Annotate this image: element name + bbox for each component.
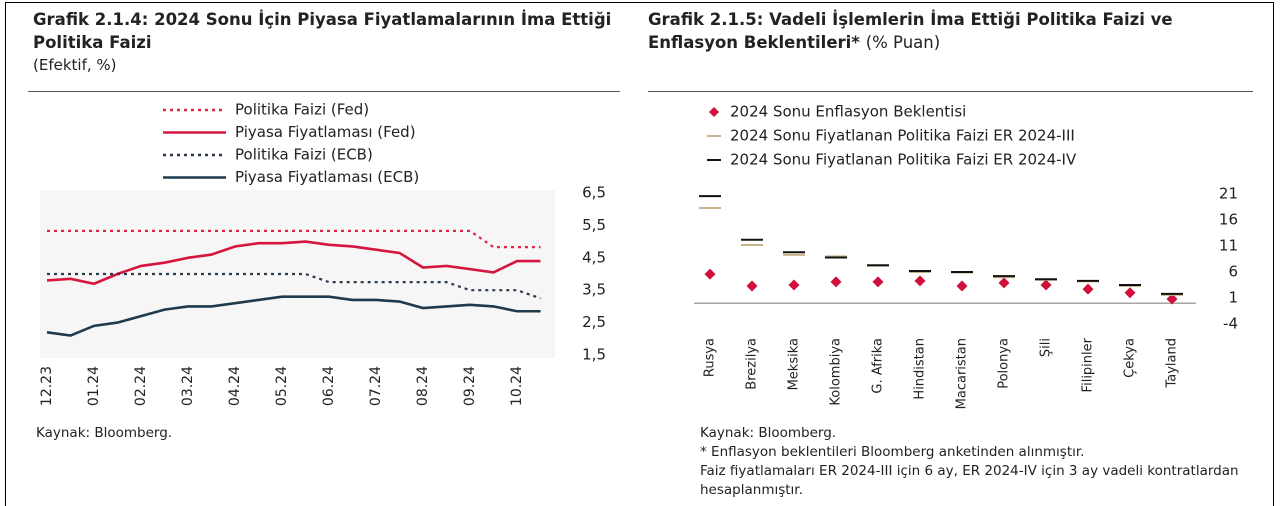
source: Kaynak: Bloomberg. bbox=[700, 425, 837, 441]
data-point bbox=[1082, 283, 1094, 295]
x-tick-label: 07.24 bbox=[368, 366, 384, 406]
x-tick-label: 02.24 bbox=[133, 366, 149, 406]
note: * Enflasyon beklentileri Bloomberg anket… bbox=[700, 444, 1085, 460]
chart-subtitle: (% Puan) bbox=[865, 33, 941, 52]
legend-label: 2024 Sonu Fiyatlanan Politika Faizi ER 2… bbox=[730, 127, 1075, 145]
y-tick-label: 21 bbox=[1219, 185, 1238, 203]
data-point bbox=[830, 276, 842, 288]
legend-label: Politika Faizi (Fed) bbox=[235, 101, 369, 119]
title-text: Grafik 2.1.4: 2024 Sonu İçin Piyasa Fiya… bbox=[33, 10, 612, 52]
series-line bbox=[46, 295, 541, 337]
x-tick-label: 08.24 bbox=[415, 366, 431, 406]
note: Faiz fiyatlamaları ER 2024-III için 6 ay… bbox=[700, 463, 1239, 498]
x-tick-label: Çekya bbox=[1123, 338, 1138, 378]
x-tick-label: Hindistan bbox=[913, 338, 928, 400]
x-tick-label: 03.24 bbox=[180, 366, 196, 406]
x-tick-label: G. Afrika bbox=[871, 338, 886, 394]
chart-title: Grafik 2.1.4: 2024 Sonu İçin Piyasa Fiya… bbox=[33, 8, 613, 54]
data-point bbox=[704, 268, 716, 280]
data-point bbox=[914, 275, 926, 287]
y-tick-label: 2,5 bbox=[582, 313, 606, 331]
data-point bbox=[872, 276, 884, 288]
charts: 6,5 5,5 4,5 3,5 2,5 1,5 12.23 01.24 02.24 03.24 04… bbox=[39, 101, 1238, 410]
title-text: Grafik 2.1.5: Vadeli İşlemlerin İma Etti… bbox=[648, 10, 1173, 52]
legend-label: Piyasa Fiyatlaması (Fed) bbox=[235, 123, 416, 141]
source: Kaynak: Bloomberg. bbox=[36, 425, 173, 441]
x-tick-label: Filipinler bbox=[1081, 337, 1096, 392]
x-tick-label: Polonya bbox=[997, 338, 1012, 389]
y-tick-label: 1,5 bbox=[582, 346, 606, 364]
chart-title: Grafik 2.1.5: Vadeli İşlemlerin İma Etti… bbox=[648, 8, 1228, 54]
data-point bbox=[746, 280, 758, 292]
chart-subtitle: (Efektif, %) bbox=[33, 56, 117, 74]
legend-label: Piyasa Fiyatlaması (ECB) bbox=[235, 168, 419, 186]
x-tick-label: 01.24 bbox=[86, 366, 102, 406]
series-line bbox=[47, 272, 541, 300]
y-tick-label: 4,5 bbox=[582, 248, 606, 266]
y-tick-label: 6,5 bbox=[582, 184, 606, 202]
frame bbox=[5, 2, 1274, 506]
x-tick-label: Şili bbox=[1039, 338, 1054, 357]
x-tick-label: Tayland bbox=[1165, 338, 1180, 389]
y-tick-label: -4 bbox=[1223, 315, 1238, 333]
x-tick-label: 10.24 bbox=[509, 366, 525, 406]
x-tick-label: 06.24 bbox=[321, 366, 337, 406]
x-tick-label: 05.24 bbox=[274, 366, 290, 406]
data-point bbox=[998, 277, 1010, 289]
title-rule bbox=[648, 91, 1253, 92]
y-tick-label: 11 bbox=[1219, 237, 1238, 255]
legend-label: 2024 Sonu Fiyatlanan Politika Faizi ER 2… bbox=[730, 151, 1077, 169]
x-tick-label: Brezilya bbox=[745, 338, 760, 390]
series-line bbox=[46, 240, 541, 286]
legend-label: Politika Faizi (ECB) bbox=[235, 146, 373, 164]
y-tick-label: 5,5 bbox=[582, 216, 606, 234]
data-point bbox=[956, 280, 968, 292]
title-rule bbox=[28, 91, 620, 92]
y-tick-label: 6 bbox=[1228, 263, 1238, 281]
x-tick-label: 12.23 bbox=[39, 366, 55, 406]
legend-swatch bbox=[709, 107, 719, 117]
y-tick-label: 1 bbox=[1228, 289, 1238, 307]
x-tick-label: Macaristan bbox=[955, 338, 970, 409]
x-tick-label: Rusya bbox=[703, 338, 718, 377]
y-tick-label: 16 bbox=[1219, 211, 1238, 229]
data-point bbox=[788, 279, 800, 291]
x-tick-label: Meksika bbox=[787, 338, 802, 390]
x-tick-label: Kolombiya bbox=[829, 338, 844, 406]
data-point bbox=[1166, 293, 1178, 305]
x-tick-label: 04.24 bbox=[227, 366, 243, 406]
x-tick-label: 09.24 bbox=[462, 366, 478, 406]
legend-label: 2024 Sonu Enflasyon Beklentisi bbox=[730, 103, 966, 121]
data-point bbox=[1040, 279, 1052, 291]
series-line bbox=[47, 229, 541, 249]
data-point bbox=[1124, 287, 1136, 299]
y-tick-label: 3,5 bbox=[582, 281, 606, 299]
